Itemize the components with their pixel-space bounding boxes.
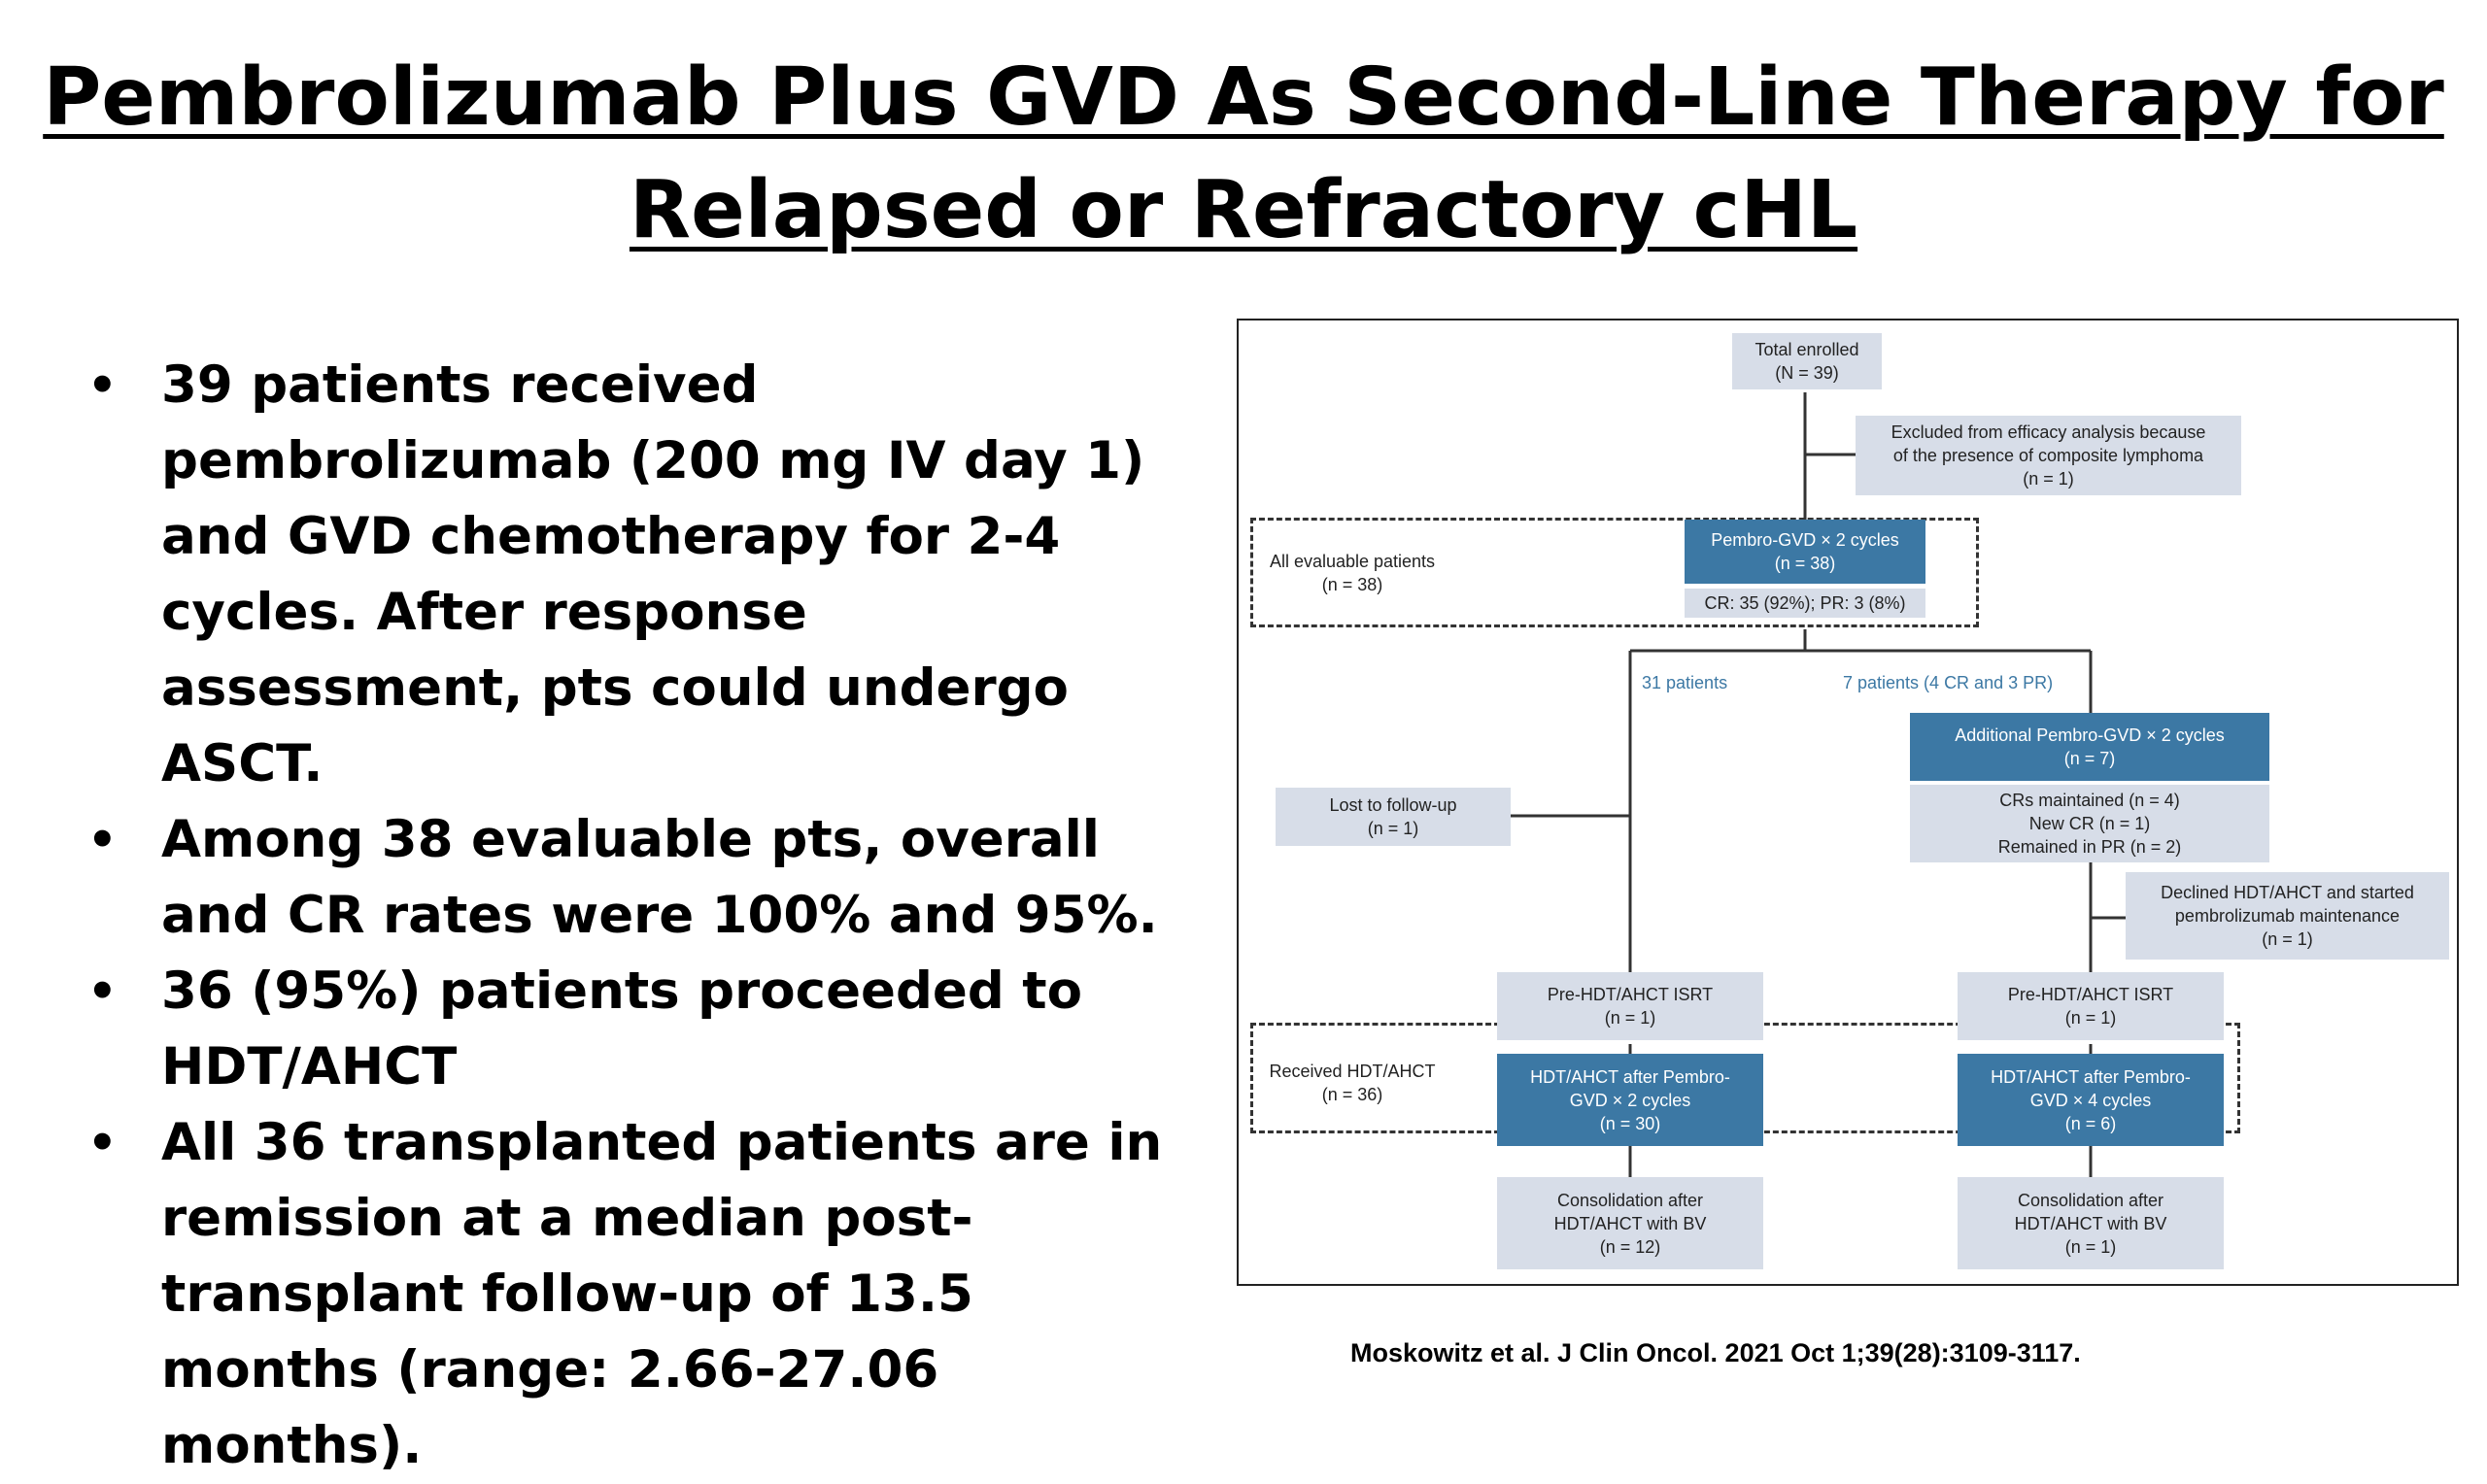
bullet-item: 39 patients received pembrolizumab (200 …	[87, 348, 1185, 802]
slide-title-line1: Pembrolizumab Plus GVD As Second-Line Th…	[43, 51, 2444, 144]
flowchart-connectors	[1511, 392, 2126, 1177]
slide-title-line2: Relapsed or Refractory cHL	[629, 164, 1858, 256]
branch-label-7: 7 patients (4 CR and 3 PR)	[1843, 673, 2054, 692]
consolidation-left-box: Consolidation after HDT/AHCT with BV (n = …	[1497, 1177, 1763, 1269]
bullet-list: 39 patients received pembrolizumab (200 …	[87, 348, 1185, 1484]
isrt-right-box: Pre-HDT/AHCT ISRT (n = 1)	[1958, 972, 2224, 1040]
response-rates-box: CR: 35 (92%); PR: 3 (8%)	[1685, 589, 1925, 618]
all-evaluable-label: All evaluable patients (n = 38)	[1269, 552, 1436, 594]
response-outcomes-box: CRs maintained (n = 4) New CR (n = 1) Rema…	[1910, 785, 2269, 862]
received-hdt-label: Received HDT/AHCT (n = 36)	[1269, 1062, 1436, 1104]
bullet-item: 36 (95%) patients proceeded to HDT/AHCT	[87, 954, 1185, 1105]
hdt-after-4-cycles-box: HDT/AHCT after Pembro- GVD × 4 cycles (n =…	[1958, 1054, 2224, 1146]
consolidation-right-box: Consolidation after HDT/AHCT with BV (n = …	[1958, 1177, 2224, 1269]
bullet-item: All 36 transplanted patients are in remi…	[87, 1105, 1185, 1484]
citation: Moskowitz et al. J Clin Oncol. 2021 Oct …	[1350, 1338, 2081, 1367]
additional-pembro-box: Additional Pembro-GVD × 2 cycles (n = 7)	[1910, 713, 2269, 781]
lost-to-follow-up-box: Lost to follow-up (n = 1)	[1276, 788, 1511, 846]
total-enrolled-box: Total enrolled (N = 39)	[1732, 333, 1882, 389]
bullet-item: Among 38 evaluable pts, overall and CR r…	[87, 802, 1185, 954]
evaluable-group-frame	[1250, 518, 1979, 627]
consort-flowchart: Total enrolled (N = 39) Excluded from eff…	[1237, 319, 2459, 1286]
declined-hdt-box: Declined HDT/AHCT and started pembrolizum…	[2126, 872, 2449, 960]
pembro-gvd-2-cycles-box: Pembro-GVD × 2 cycles (n = 38)	[1685, 520, 1925, 584]
excluded-box: Excluded from efficacy analysis because o…	[1856, 416, 2241, 495]
branch-label-31: 31 patients	[1642, 673, 1728, 692]
hdt-after-2-cycles-box: HDT/AHCT after Pembro- GVD × 2 cycles (n =…	[1497, 1054, 1763, 1146]
isrt-left-box: Pre-HDT/AHCT ISRT (n = 1)	[1497, 972, 1763, 1040]
